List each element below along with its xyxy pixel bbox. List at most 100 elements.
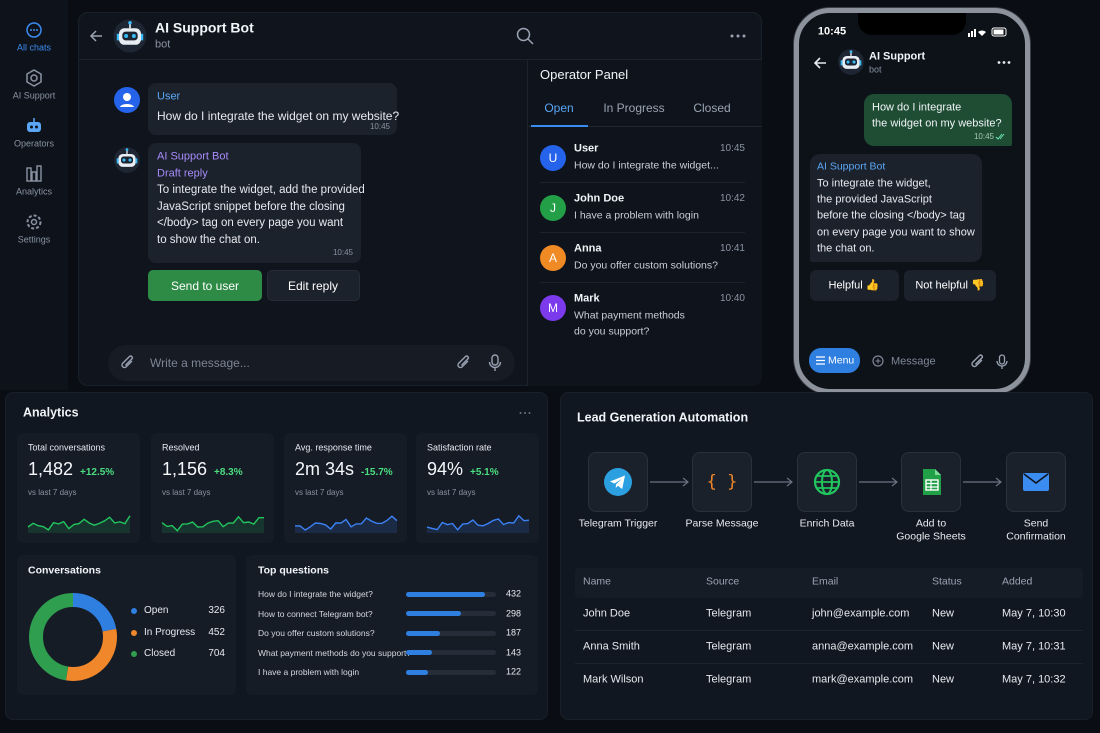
tab[interactable]: Open bbox=[544, 100, 574, 115]
step-arrow bbox=[859, 477, 898, 487]
avatar-initial: A bbox=[548, 250, 558, 265]
row-divider bbox=[575, 663, 1083, 664]
mic-icon bbox=[996, 354, 1008, 369]
send-button[interactable] bbox=[148, 270, 262, 301]
tab-underline bbox=[531, 125, 588, 127]
icon-part bbox=[840, 60, 843, 66]
sparkline bbox=[27, 515, 131, 533]
kpi-change: +8.3% bbox=[214, 467, 243, 478]
icon-part bbox=[491, 354, 499, 366]
icon-part bbox=[923, 469, 941, 495]
tab[interactable]: In Progress bbox=[603, 100, 665, 115]
sidebar-label[interactable]: AI Support bbox=[12, 90, 56, 101]
helpful-button[interactable] bbox=[810, 270, 899, 301]
message-text: the chat on. bbox=[817, 242, 875, 255]
sender-name: User bbox=[157, 90, 181, 103]
icon-part bbox=[993, 29, 1004, 35]
table-cell: Anna Smith bbox=[583, 640, 640, 653]
sidebar-label[interactable]: Operators bbox=[13, 138, 55, 149]
sparkline-area bbox=[295, 516, 397, 533]
button-label[interactable]: Not helpful 👎 bbox=[915, 279, 985, 292]
table-cell: New bbox=[932, 640, 955, 653]
operator-panel bbox=[527, 60, 762, 386]
icon-part bbox=[36, 29, 38, 31]
row-divider bbox=[540, 182, 745, 183]
icon-part bbox=[604, 468, 632, 496]
icon-part bbox=[30, 125, 33, 129]
icon-part bbox=[971, 31, 973, 37]
donut-segment bbox=[29, 593, 117, 681]
sparkline-line bbox=[426, 514, 530, 531]
legend-label: Open bbox=[144, 605, 169, 616]
conversation-time: 10:41 bbox=[719, 243, 745, 254]
icon-part bbox=[875, 358, 881, 364]
not-helpful-button[interactable] bbox=[904, 270, 996, 301]
button-label[interactable]: Menu bbox=[828, 354, 855, 367]
kpi-value: 2m 34s bbox=[295, 459, 355, 480]
icon-part bbox=[36, 165, 42, 182]
phone-notch bbox=[858, 13, 966, 35]
avatar-initial: U bbox=[548, 150, 558, 165]
back-icon bbox=[89, 30, 102, 42]
edit-button[interactable] bbox=[267, 270, 360, 301]
bar bbox=[406, 669, 429, 675]
bar bbox=[406, 630, 441, 636]
table-cell: Mark Wilson bbox=[583, 673, 644, 686]
icon-part bbox=[123, 93, 131, 101]
icon-part bbox=[813, 57, 826, 69]
attach-icon bbox=[121, 355, 134, 369]
icon-part bbox=[838, 49, 864, 75]
icon-part bbox=[1023, 473, 1049, 484]
bar bbox=[406, 650, 433, 655]
question-label: What payment methods do you support? bbox=[258, 647, 412, 658]
icon-part bbox=[996, 360, 1008, 369]
icon-part bbox=[128, 21, 132, 25]
emoji-icon bbox=[872, 355, 884, 367]
sparkline-area bbox=[28, 515, 130, 533]
donut-segment bbox=[29, 593, 117, 681]
user-avatar bbox=[114, 87, 140, 113]
step-label: Telegram Trigger bbox=[578, 517, 658, 530]
button-label[interactable]: Send to user bbox=[170, 278, 240, 293]
table-cell: New bbox=[932, 673, 955, 686]
sidebar-label[interactable]: Analytics bbox=[15, 186, 53, 197]
row-divider bbox=[575, 630, 1083, 631]
row-divider bbox=[540, 232, 745, 233]
attach-icon bbox=[971, 354, 984, 368]
question-label: How to connect Telegram bot? bbox=[258, 608, 373, 619]
icon-part bbox=[926, 480, 938, 490]
card-title: Conversations bbox=[28, 564, 101, 577]
kpi-note: vs last 7 days bbox=[162, 488, 211, 498]
column-header: Email bbox=[812, 575, 839, 588]
icon-part bbox=[27, 122, 41, 132]
input-placeholder[interactable]: Message bbox=[891, 355, 936, 368]
input-placeholder[interactable]: Write a message... bbox=[150, 355, 250, 370]
icon-part bbox=[33, 29, 35, 31]
legend-value: 704 bbox=[208, 648, 225, 659]
contact-name: John Doe bbox=[574, 192, 625, 205]
sparkline bbox=[294, 515, 398, 533]
step-label: Parse Message bbox=[685, 517, 759, 530]
button-label[interactable]: Helpful 👍 bbox=[828, 279, 880, 292]
contact-name: User bbox=[574, 142, 599, 155]
icon-part bbox=[516, 27, 531, 42]
question-count: 187 bbox=[505, 627, 521, 638]
icon-part bbox=[968, 33, 970, 37]
step-label: Send bbox=[1023, 517, 1049, 530]
read-check bbox=[995, 133, 1005, 140]
kpi-note: vs last 7 days bbox=[427, 488, 476, 498]
sparkline bbox=[161, 515, 264, 533]
conversation-time: 10:45 bbox=[719, 143, 745, 154]
step-arrow bbox=[650, 477, 689, 487]
icon-part bbox=[31, 171, 37, 182]
contact-avatar bbox=[540, 145, 566, 171]
avatar-initial: J bbox=[550, 200, 556, 215]
tab[interactable]: Closed bbox=[693, 100, 731, 115]
message-input[interactable] bbox=[108, 345, 515, 381]
icon-part bbox=[114, 147, 140, 173]
icon-part bbox=[113, 19, 147, 53]
button-label[interactable]: Edit reply bbox=[287, 278, 339, 293]
sidebar-label[interactable]: Settings bbox=[17, 234, 51, 245]
sidebar-label[interactable]: All chats bbox=[16, 42, 52, 53]
table-cell: John Doe bbox=[583, 607, 631, 620]
